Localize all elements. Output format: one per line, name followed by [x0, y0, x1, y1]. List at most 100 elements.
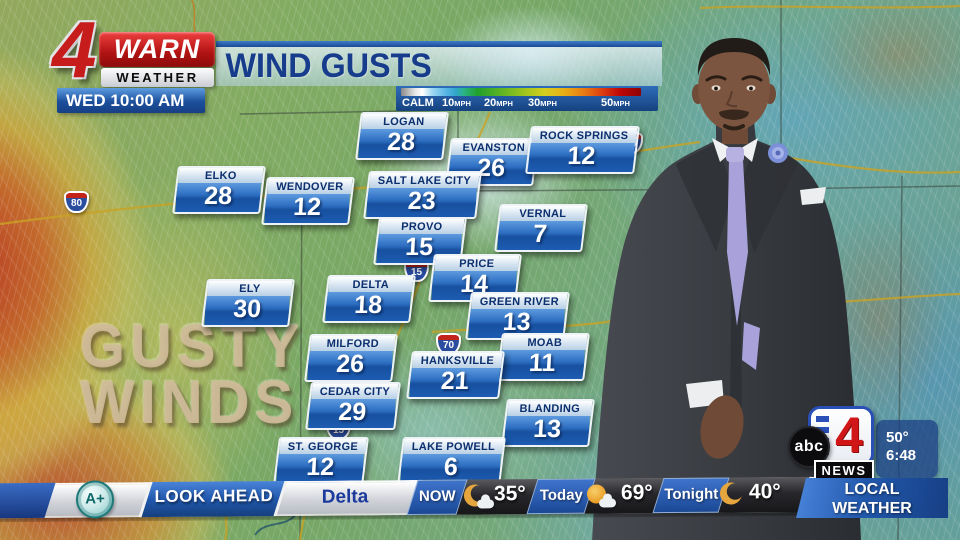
station-name: ELKO [178, 168, 264, 183]
station-name: HANKSVILLE [412, 353, 503, 368]
4warn-weather-logo: 4 WARN WEATHER WED 10:00 AM [52, 10, 272, 116]
station-gust-value: 29 [308, 398, 397, 428]
station-gust-value: 12 [528, 142, 635, 172]
crescent-moon-glyph [717, 480, 745, 507]
legend-label-50: 50MPH [601, 97, 630, 109]
segment-temp-now: 35° [493, 482, 526, 506]
station-rock-springs: ROCK SPRINGS 12 [525, 126, 640, 174]
station-name: MOAB [502, 335, 588, 350]
title-top-bar [216, 41, 662, 47]
station-wendover: WENDOVER 12 [261, 177, 355, 225]
station-gust-value: 11 [499, 349, 585, 379]
legend-unit: MPH [496, 99, 513, 108]
legend-unit: MPH [540, 99, 557, 108]
legend-label-30: 30MPH [528, 97, 557, 109]
watermark-line-2: WINDS [80, 368, 299, 438]
shield-number: 80 [70, 198, 83, 209]
cloud-glyph [599, 498, 617, 508]
station-logan: LOGAN 28 [355, 112, 449, 160]
logo-number-4: 4 [52, 5, 97, 94]
station-name: ELY [207, 281, 293, 296]
station-name: EVANSTON [451, 140, 537, 155]
station-gust-value: 26 [307, 350, 393, 380]
station-gust-value: 28 [175, 182, 261, 212]
current-temp: 50° [886, 429, 909, 446]
station-name: ST. GEORGE [279, 439, 367, 454]
station-name: LOGAN [361, 114, 447, 129]
logo-weather-box: WEATHER [101, 68, 214, 87]
station-gust-value: 30 [204, 295, 290, 325]
look-ahead-tab: LOOK AHEAD [138, 480, 288, 518]
station-blanding: BLANDING 13 [501, 399, 595, 447]
station-gust-value: 18 [325, 291, 411, 321]
station-name: BLANDING [507, 401, 593, 416]
timestamp-bar: WED 10:00 AM [57, 88, 205, 113]
segment-label-text: NOW [418, 487, 456, 505]
station-moab: MOAB 11 [496, 333, 590, 381]
legend-unit: MPH [613, 99, 630, 108]
look-ahead-label: LOOK AHEAD [154, 486, 274, 507]
station-name: VERNAL [500, 206, 586, 221]
segment-label-now: NOW [406, 479, 468, 516]
station-gust-value: 23 [366, 187, 478, 217]
logo-warn-box: WARN [99, 32, 215, 67]
station-ely: ELY 30 [201, 279, 295, 327]
a-plus-badge: A+ [75, 480, 115, 519]
legend-label-10: 10MPH [442, 97, 471, 109]
segment-label-text: Tonight [664, 485, 719, 504]
station-cedar-city: CEDAR CITY 29 [305, 382, 402, 430]
local-weather-line-1: LOCAL [844, 481, 900, 498]
segment-temp-tonight: 40° [748, 480, 781, 504]
station-name: SALT LAKE CITY [369, 173, 480, 188]
sponsor-label: Delta [321, 486, 369, 508]
station-elko: ELKO 28 [172, 166, 266, 214]
station-name: DELTA [328, 277, 414, 292]
legend-unit: MPH [454, 99, 471, 108]
legend-color-scale [401, 88, 641, 96]
wind-speed-legend: CALM 10MPH 20MPH 30MPH 50MPH [396, 86, 658, 111]
local-weather-line-2: WEATHER [832, 499, 912, 517]
station-gust-value: 12 [276, 453, 365, 483]
station-name: CEDAR CITY [311, 384, 399, 399]
station-gust-value: 21 [409, 367, 501, 397]
station-name: LAKE POWELL [403, 439, 504, 454]
station-gust-value: 7 [497, 220, 583, 250]
station-name: PROVO [379, 219, 465, 234]
station-name: GREEN RIVER [471, 294, 568, 309]
gusty-winds-watermark: GUSTY WINDS [80, 311, 305, 438]
abc4-number: 4 [835, 407, 863, 463]
forecast-ticker: A+ LOOK AHEAD Delta NOW 35° Today 69° Tonigh… [0, 477, 826, 519]
page-title: WIND GUSTS [225, 47, 432, 85]
moon-icon [717, 480, 748, 507]
cloud-glyph [477, 499, 495, 509]
news-label: NEWS [814, 460, 874, 481]
station-hanksville: HANKSVILLE 21 [406, 351, 506, 399]
segment-label-tonight: Tonight [652, 477, 730, 514]
watermark-line-1: GUSTY [80, 311, 305, 381]
moon-cloud-icon [461, 482, 495, 509]
station-lake-powell: LAKE POWELL 6 [397, 437, 507, 485]
station-vernal: VERNAL 7 [494, 204, 588, 252]
station-gust-value: 13 [504, 415, 590, 445]
segment-label-text: Today [539, 486, 583, 504]
current-time: 6:48 [886, 447, 917, 464]
station-delta: DELTA 18 [322, 275, 416, 323]
station-gust-value: 12 [264, 193, 350, 223]
station-st-george: ST. GEORGE 12 [273, 437, 370, 485]
station-milford: MILFORD 26 [304, 334, 398, 382]
station-salt-lake-city: SALT LAKE CITY 23 [363, 171, 483, 219]
legend-label-calm: CALM [402, 97, 434, 109]
segment-temp-today: 69° [620, 481, 653, 505]
station-gust-value: 28 [358, 128, 444, 158]
station-name: PRICE [434, 256, 520, 271]
local-weather-banner: LOCAL WEATHER [796, 478, 948, 518]
temp-time-box: 50° 6:48 [876, 420, 938, 478]
station-name: MILFORD [310, 336, 396, 351]
sun-cloud-icon [586, 482, 617, 508]
station-name: WENDOVER [267, 179, 353, 194]
station-bug: 50° 6:48 4 abc NEWS [788, 402, 952, 482]
station-name: ROCK SPRINGS [531, 128, 637, 143]
legend-label-20: 20MPH [484, 97, 513, 109]
shield-number: 70 [442, 340, 455, 351]
